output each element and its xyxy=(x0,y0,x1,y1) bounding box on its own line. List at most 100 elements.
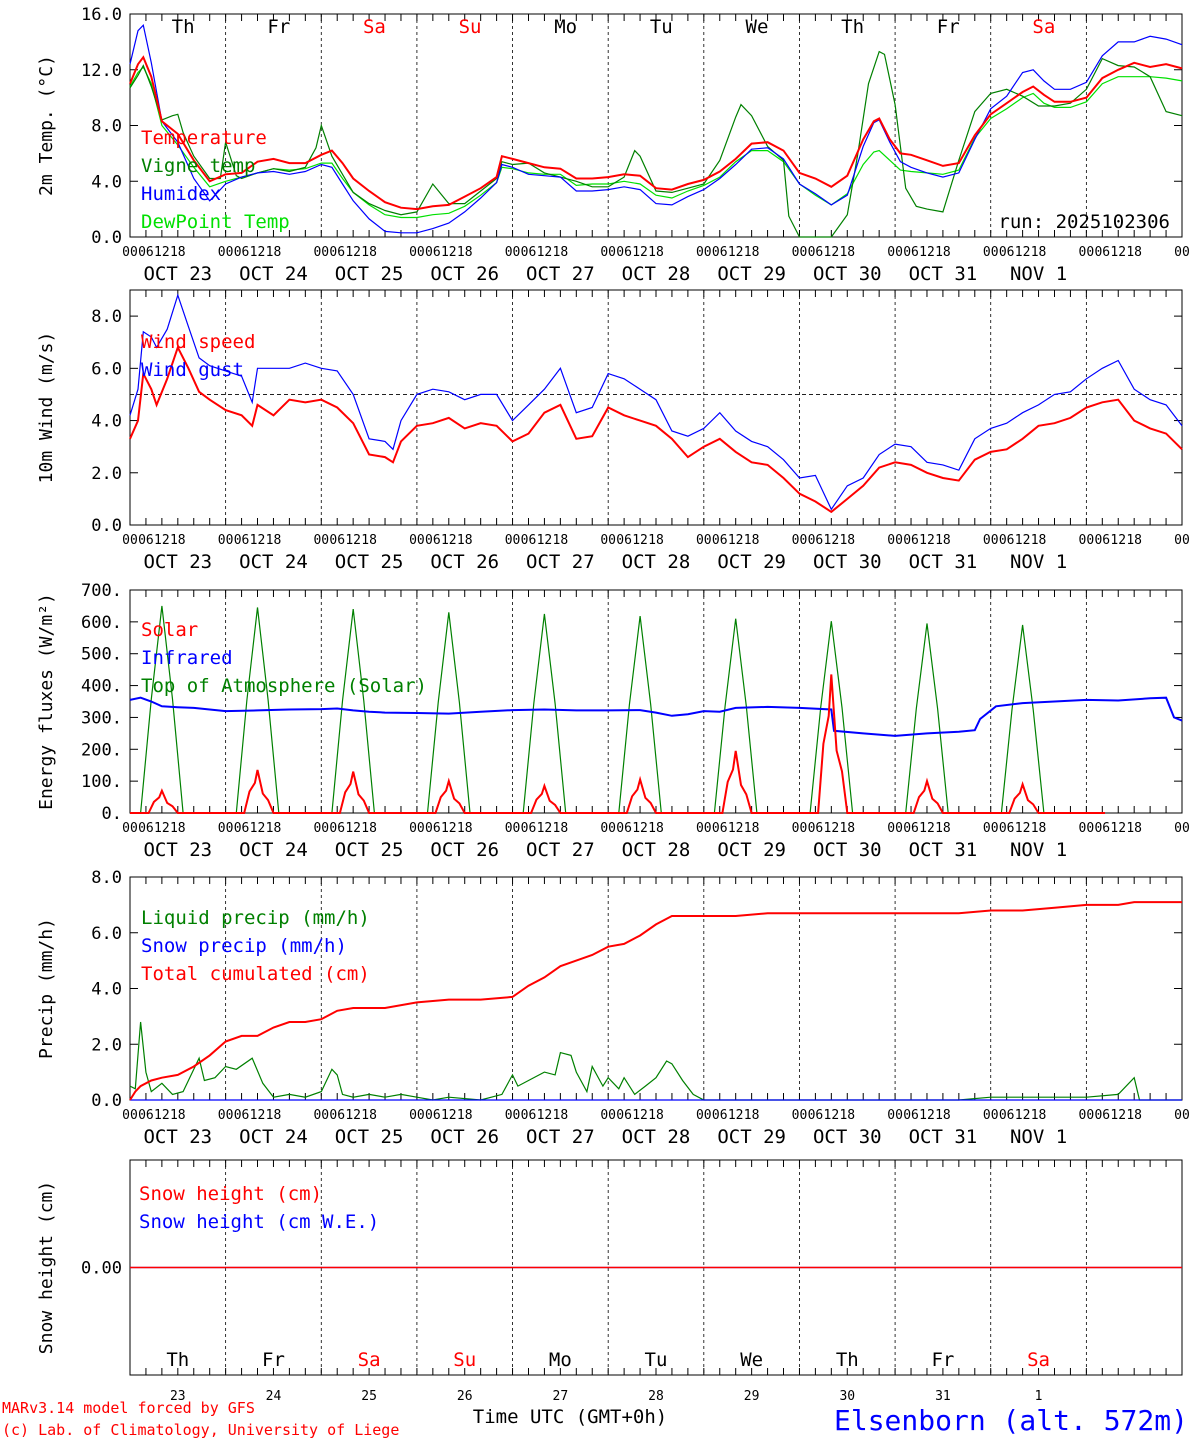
hour-tick-label: 18 xyxy=(648,1108,664,1123)
hour-tick-label: 18 xyxy=(648,533,664,548)
hour-tick-label: 18 xyxy=(361,1108,377,1123)
hour-tick-label: 12 xyxy=(441,245,457,260)
weekday-label: We xyxy=(746,16,769,38)
hour-tick-label: 12 xyxy=(441,533,457,548)
day-number-label: 27 xyxy=(553,1389,569,1404)
x-axis-title: Time UTC (GMT+0h) xyxy=(473,1406,667,1428)
date-label: OCT 28 xyxy=(622,551,691,573)
y-tick-label: 6.0 xyxy=(91,359,122,379)
date-label: OCT 25 xyxy=(335,263,404,285)
weekday-label: Sa xyxy=(1032,16,1055,38)
y-tick-label: 0.00 xyxy=(81,1259,122,1279)
weekday-label-bottom: Sa xyxy=(358,1349,381,1371)
hour-tick-label: 12 xyxy=(728,245,744,260)
hour-tick-label: 06 xyxy=(138,533,154,548)
hour-tick-label: 12 xyxy=(1015,821,1031,836)
hour-tick-label: 12 xyxy=(919,1108,935,1123)
hour-tick-label: 18 xyxy=(1126,245,1142,260)
hour-tick-label: 12 xyxy=(537,245,553,260)
y-axis-title: 2m Temp. (°C) xyxy=(36,55,57,196)
hour-tick-label: 00 xyxy=(313,821,329,836)
date-label: OCT 31 xyxy=(909,551,978,573)
hour-tick-label: 06 xyxy=(234,245,250,260)
hour-tick-label: 18 xyxy=(744,245,760,260)
date-label: OCT 29 xyxy=(717,263,786,285)
day-number-label: 31 xyxy=(935,1389,951,1404)
hour-tick-label: 12 xyxy=(824,533,840,548)
hour-tick-label: 18 xyxy=(266,821,282,836)
legend-total-cumulated-cm-: Total cumulated (cm) xyxy=(141,963,370,985)
hour-tick-label: 06 xyxy=(521,1108,537,1123)
hour-tick-label: 18 xyxy=(744,821,760,836)
hour-tick-label: 00 xyxy=(122,1108,138,1123)
series-temperature xyxy=(129,55,1183,211)
hour-tick-label: 18 xyxy=(1126,533,1142,548)
weekday-label-bottom: Tu xyxy=(645,1349,668,1371)
hour-tick-label: 00 xyxy=(409,533,425,548)
hour-tick-label: 06 xyxy=(808,245,824,260)
date-label: OCT 30 xyxy=(813,263,882,285)
run-label: run: 2025102306 xyxy=(998,211,1170,233)
hour-tick-label: 00 xyxy=(218,821,234,836)
hour-tick-label: 18 xyxy=(457,245,473,260)
y-tick-label: 200. xyxy=(81,740,122,760)
hour-tick-label: 00 xyxy=(792,533,808,548)
panel-frame xyxy=(129,589,1183,814)
hour-tick-label: 18 xyxy=(553,245,569,260)
hour-tick-label: 06 xyxy=(808,821,824,836)
panel-5: 0.00 Snow height (cm) Snow height (cm) Snow… xyxy=(36,1159,1183,1428)
hour-tick-label: 06 xyxy=(425,533,441,548)
hour-tick-label: 00 xyxy=(122,821,138,836)
hour-tick-label: 00 xyxy=(696,1108,712,1123)
hour-tick-label: 06 xyxy=(1094,821,1110,836)
y-axis-title: Snow height (cm) xyxy=(36,1181,57,1354)
hour-tick-label: 12 xyxy=(632,1108,648,1123)
hour-tick-label: 00 xyxy=(1079,533,1095,548)
date-label: OCT 26 xyxy=(430,839,499,861)
date-label: NOV 1 xyxy=(1010,551,1067,573)
hour-tick-label: 00 xyxy=(313,245,329,260)
hour-tick-label: 06 xyxy=(521,533,537,548)
hour-tick-label: 06 xyxy=(616,821,632,836)
y-tick-label: 6.0 xyxy=(91,924,122,944)
date-label: OCT 27 xyxy=(526,1126,595,1148)
hour-tick-label: 06 xyxy=(521,821,537,836)
hour-tick-label: 12 xyxy=(154,821,170,836)
date-label: OCT 28 xyxy=(622,263,691,285)
hour-tick-label: 12 xyxy=(1110,821,1126,836)
hour-tick-label: 00 xyxy=(792,245,808,260)
hour-tick-label: 18 xyxy=(457,533,473,548)
hour-tick-label: 06 xyxy=(903,821,919,836)
hour-tick-label: 18 xyxy=(839,533,855,548)
hour-tick-label: 00 xyxy=(409,245,425,260)
hour-tick-label: 06 xyxy=(329,1108,345,1123)
hour-tick-label: 12 xyxy=(632,245,648,260)
hour-tick-label: 12 xyxy=(728,1108,744,1123)
hour-tick-label: 12 xyxy=(154,1108,170,1123)
weekday-label-bottom: Mo xyxy=(549,1349,572,1371)
hour-tick-label: 00 xyxy=(1079,821,1095,836)
hour-tick-label: 18 xyxy=(266,533,282,548)
series-wind-gust xyxy=(129,293,1183,511)
weekday-label-bottom: Fr xyxy=(931,1349,954,1371)
date-label: OCT 31 xyxy=(909,839,978,861)
hour-tick-label: 18 xyxy=(839,821,855,836)
hour-tick-label: 00 xyxy=(505,1108,521,1123)
hour-tick-label: 12 xyxy=(345,1108,361,1123)
weekday-label-bottom: Sa xyxy=(1027,1349,1050,1371)
y-tick-label: 0.0 xyxy=(91,228,122,248)
day-number-label: 25 xyxy=(361,1389,377,1404)
hour-tick-label: 12 xyxy=(1110,533,1126,548)
hour-tick-label: 06 xyxy=(712,821,728,836)
y-tick-label: 8.0 xyxy=(91,868,122,888)
hour-tick-label: 06 xyxy=(234,821,250,836)
legend-top-of-atmosphere-solar-: Top of Atmosphere (Solar) xyxy=(141,675,427,697)
weekday-label-bottom: Fr xyxy=(262,1349,285,1371)
weekday-label: Fr xyxy=(267,16,290,38)
hour-tick-label: 06 xyxy=(234,533,250,548)
hour-tick-label: 00 xyxy=(983,533,999,548)
hour-tick-label: 18 xyxy=(1031,245,1047,260)
hour-tick-label: 12 xyxy=(537,821,553,836)
